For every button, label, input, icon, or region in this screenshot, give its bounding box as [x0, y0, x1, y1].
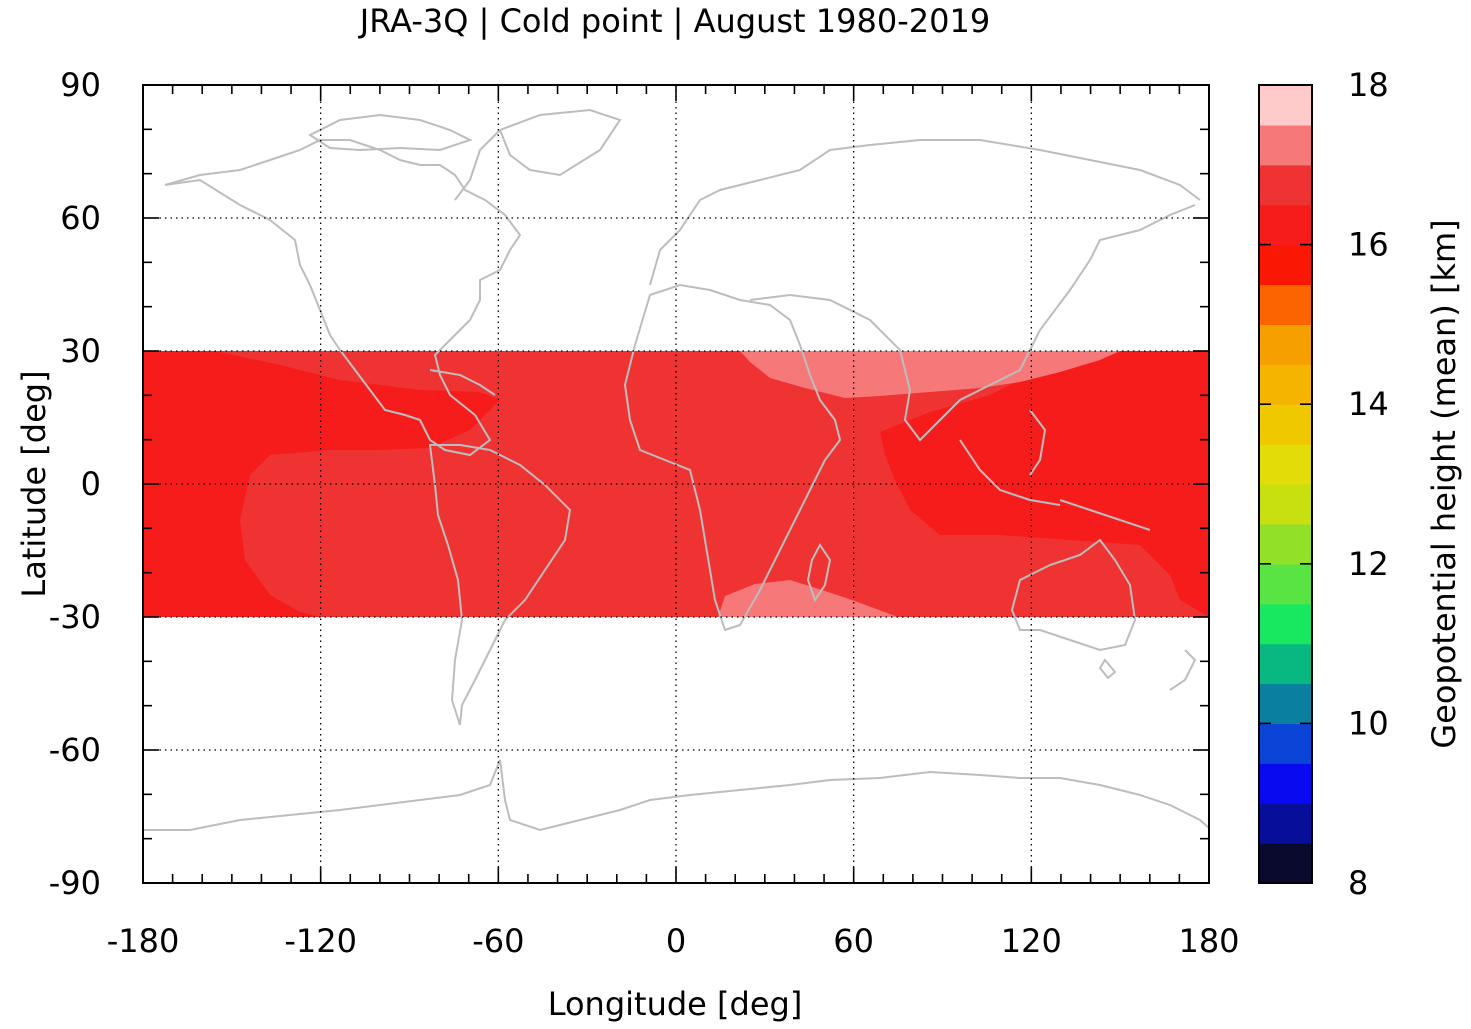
colorbar-swatch [1259, 643, 1312, 685]
x-tick-label: -180 [107, 922, 180, 960]
x-tick-label: 0 [666, 922, 686, 960]
x-tick-labels: -180 -120 -60 0 60 120 180 [107, 922, 1240, 960]
colorbar-swatch [1259, 683, 1312, 724]
field-region-western-pacific [880, 351, 1209, 617]
colorbar-swatch [1259, 563, 1312, 605]
colorbar-swatch [1259, 843, 1312, 884]
colorbar-tick-label: 12 [1348, 545, 1389, 583]
colorbar-label: Geopotential height (mean) [km] [1425, 219, 1463, 748]
y-tick-label: 30 [60, 332, 101, 370]
x-tick-label: -120 [284, 922, 357, 960]
field-region-asian-monsoon [740, 351, 1120, 398]
colorbar-tick-label: 18 [1348, 66, 1389, 104]
colorbar-swatch [1259, 523, 1312, 565]
colorbar-swatch [1259, 164, 1312, 206]
colorbar-swatch [1259, 244, 1312, 286]
colorbar-swatch [1259, 324, 1312, 365]
colorbar-swatch [1259, 124, 1312, 166]
chart-title: JRA-3Q | Cold point | August 1980-2019 [358, 2, 990, 40]
colorbar-swatch [1259, 723, 1312, 764]
colorbar-swatch [1259, 484, 1312, 525]
x-tick-label: -60 [472, 922, 524, 960]
y-axis-label: Latitude [deg] [15, 370, 53, 597]
colorbar-swatch [1259, 603, 1312, 645]
x-axis-label: Longitude [deg] [548, 985, 803, 1023]
y-tick-label: 90 [60, 66, 101, 104]
colorbar-swatch [1259, 763, 1312, 804]
y-tick-label: 60 [60, 199, 101, 237]
colorbar-swatch [1259, 364, 1312, 405]
x-tick-label: 120 [1001, 922, 1062, 960]
colorbar-tick-label: 10 [1348, 704, 1389, 742]
y-tick-label: -60 [49, 731, 101, 769]
colorbar-swatch [1259, 284, 1312, 325]
colorbar-swatch [1259, 204, 1312, 246]
x-tick-label: 60 [833, 922, 874, 960]
field-region-southern-africa [718, 580, 898, 617]
colorbar-swatch [1259, 803, 1312, 844]
colorbar-border [1258, 84, 1313, 884]
y-tick-labels: -90 -60 -30 0 30 60 90 [49, 66, 101, 902]
colorbar-tick-label: 14 [1348, 385, 1389, 423]
y-tick-label: 0 [81, 465, 101, 503]
colorbar-tick-label: 8 [1348, 864, 1368, 902]
x-tick-label: 180 [1178, 922, 1239, 960]
colorbar-swatch [1259, 444, 1312, 485]
plot-frame [142, 84, 1210, 884]
colorbar-swatch [1259, 404, 1312, 445]
y-tick-label: -30 [49, 598, 101, 636]
coastlines [143, 108, 1210, 832]
y-tick-label: -90 [49, 864, 101, 902]
colorbar [1258, 84, 1313, 884]
colorbar-tick-label: 16 [1348, 226, 1389, 264]
gridlines [143, 85, 1209, 883]
colorbar-tick-labels: 8 10 12 14 16 18 [1348, 66, 1389, 902]
colorbar-swatch [1259, 85, 1312, 126]
